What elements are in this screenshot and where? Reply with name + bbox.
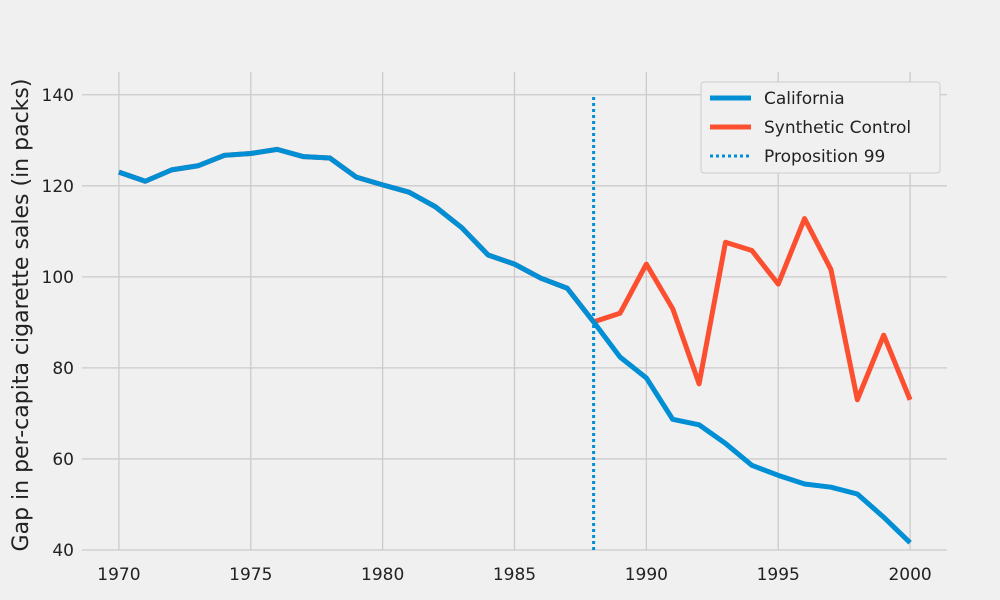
y-tick-label: 120 bbox=[42, 177, 74, 197]
y-tick-label: 100 bbox=[42, 268, 74, 288]
legend-label-california: California bbox=[764, 89, 845, 109]
x-tick-label: 2000 bbox=[888, 565, 931, 585]
series-layer bbox=[118, 146, 913, 545]
y-tick-label: 140 bbox=[42, 86, 74, 106]
legend-box bbox=[700, 81, 941, 174]
x-tick-label: 1970 bbox=[97, 565, 140, 585]
series-line-california bbox=[118, 146, 912, 545]
x-tick-label: 1985 bbox=[493, 565, 536, 585]
x-tick-label: 1990 bbox=[625, 565, 668, 585]
legend: California Synthetic Control Proposition 9… bbox=[700, 81, 941, 174]
y-tick-label: 60 bbox=[52, 450, 74, 470]
y-tick-label: 40 bbox=[52, 541, 74, 561]
y-axis-label: Gap in per-capita cigarette sales (in pa… bbox=[9, 79, 34, 552]
legend-label-synthetic-control: Synthetic Control bbox=[764, 118, 911, 138]
legend-label-proposition-99: Proposition 99 bbox=[764, 147, 885, 167]
x-tick-label: 1975 bbox=[229, 565, 272, 585]
x-tick-label: 1980 bbox=[361, 565, 404, 585]
x-tick-label: 1995 bbox=[757, 565, 800, 585]
tick-labels: 1970 1975 1980 1985 1990 1995 2000 40 60 80 100 120… bbox=[42, 86, 932, 585]
y-tick-label: 80 bbox=[52, 359, 74, 379]
